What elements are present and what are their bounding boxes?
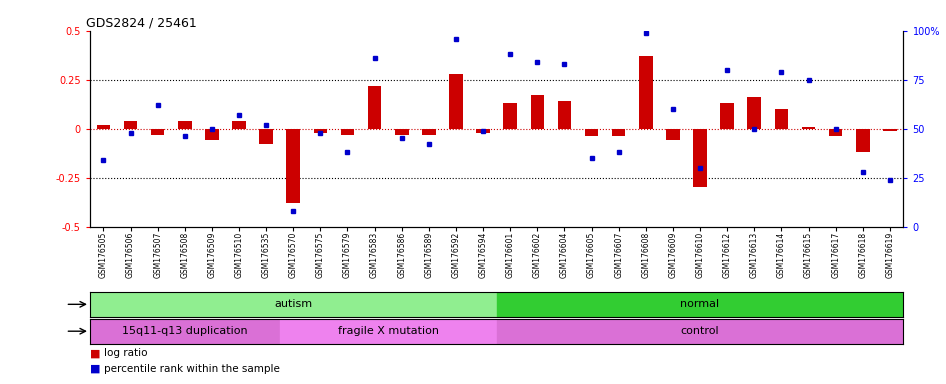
Bar [90, 319, 280, 344]
Text: ■: ■ [90, 364, 100, 374]
Text: ■: ■ [90, 348, 100, 358]
Bar [775, 109, 788, 129]
Text: autism: autism [274, 299, 312, 310]
Bar [497, 292, 903, 317]
Bar [124, 121, 137, 129]
Bar [557, 101, 571, 129]
Bar [666, 129, 679, 141]
Bar [395, 129, 409, 134]
Bar [422, 129, 435, 134]
Text: fragile X mutation: fragile X mutation [338, 326, 439, 336]
Bar [476, 129, 490, 132]
Bar [314, 129, 327, 132]
Bar [90, 292, 497, 317]
Bar [96, 125, 110, 129]
Bar [829, 129, 842, 136]
Bar [341, 129, 354, 134]
Text: log ratio: log ratio [104, 348, 148, 358]
Bar [693, 129, 707, 187]
Bar [233, 121, 246, 129]
Text: percentile rank within the sample: percentile rank within the sample [104, 364, 280, 374]
Bar [259, 129, 272, 144]
Bar [856, 129, 869, 152]
Bar [585, 129, 598, 136]
Text: normal: normal [680, 299, 720, 310]
Bar [801, 127, 815, 129]
Bar [178, 121, 191, 129]
Bar [497, 319, 903, 344]
Text: GDS2824 / 25461: GDS2824 / 25461 [86, 17, 197, 30]
Bar [205, 129, 219, 141]
Bar [720, 103, 734, 129]
Bar [883, 129, 897, 131]
Bar [747, 97, 761, 129]
Bar [612, 129, 625, 136]
Text: 15q11-q13 duplication: 15q11-q13 duplication [122, 326, 248, 336]
Bar [503, 103, 517, 129]
Bar [449, 74, 463, 129]
Bar [368, 86, 381, 129]
Text: control: control [681, 326, 719, 336]
Bar [150, 129, 165, 134]
Bar [280, 319, 497, 344]
Bar [531, 95, 544, 129]
Bar [287, 129, 300, 203]
Bar [639, 56, 653, 129]
